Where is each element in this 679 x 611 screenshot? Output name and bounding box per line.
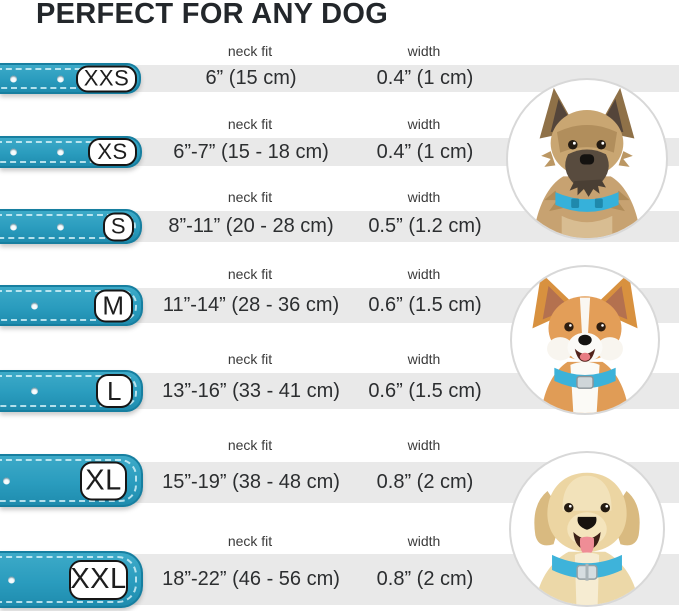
dog-photo-terrier xyxy=(506,78,668,240)
collar-illustration-xxl: XXL xyxy=(0,551,143,608)
collar-illustration-s: S xyxy=(0,209,142,244)
width-value: 0.5” (1.2 cm) xyxy=(368,215,482,237)
neck-fit-value: 11”-14” (28 - 36 cm) xyxy=(162,294,340,316)
collar-hole xyxy=(8,576,15,583)
collar-hole xyxy=(10,148,17,156)
collar-illustration-xxs: XXS xyxy=(0,63,141,94)
size-badge-m: M xyxy=(94,289,133,322)
width-header: width xyxy=(407,116,441,132)
neck-fit-value: 13”-16” (33 - 41 cm) xyxy=(162,380,340,402)
collar-hole xyxy=(10,75,17,82)
neck-fit-header: neck fit xyxy=(227,351,273,367)
neck-fit-header: neck fit xyxy=(227,437,273,453)
width-header: width xyxy=(407,266,441,282)
collar-illustration-xs: XS xyxy=(0,136,142,168)
neck-fit-value: 18”-22” (46 - 56 cm) xyxy=(162,568,340,590)
collar-hole xyxy=(31,387,38,395)
collar-illustration-xl: XL xyxy=(0,454,143,507)
collar-stitching xyxy=(0,375,137,407)
dog-photo-corgi xyxy=(510,265,660,415)
collar-illustration-l: L xyxy=(0,370,143,412)
width-value: 0.8” (2 cm) xyxy=(376,471,474,493)
width-header: width xyxy=(407,43,441,59)
collar-stitching xyxy=(0,290,137,321)
neck-fit-header: neck fit xyxy=(227,189,273,205)
size-badge-xl: XL xyxy=(80,461,127,500)
terrier-illustration xyxy=(533,87,641,238)
page-title: PERFECT FOR ANY DOG xyxy=(36,0,389,30)
corgi-illustration xyxy=(532,272,638,413)
collar-hole xyxy=(3,477,10,484)
size-badge-xs: XS xyxy=(88,138,137,166)
neck-fit-header: neck fit xyxy=(227,533,273,549)
neck-fit-header: neck fit xyxy=(227,43,273,59)
collar-hole xyxy=(57,148,64,156)
width-value: 0.4” (1 cm) xyxy=(376,141,474,163)
collar-stitching xyxy=(0,214,136,239)
labrador-illustration xyxy=(534,472,640,605)
width-header: width xyxy=(407,533,441,549)
size-badge-xxl: XXL xyxy=(69,559,128,600)
neck-fit-value: 15”-19” (38 - 48 cm) xyxy=(162,471,340,493)
width-value: 0.4” (1 cm) xyxy=(376,67,474,89)
size-badge-s: S xyxy=(103,212,134,241)
collar-hole xyxy=(10,223,17,230)
neck-fit-value: 8”-11” (20 - 28 cm) xyxy=(168,215,334,237)
collar-stitching xyxy=(0,556,137,603)
width-value: 0.6” (1.5 cm) xyxy=(368,380,482,402)
size-badge-l: L xyxy=(96,374,133,408)
neck-fit-header: neck fit xyxy=(227,116,273,132)
width-header: width xyxy=(407,437,441,453)
width-header: width xyxy=(407,351,441,367)
collar-hole xyxy=(57,75,64,82)
width-value: 0.8” (2 cm) xyxy=(376,568,474,590)
width-header: width xyxy=(407,189,441,205)
neck-fit-header: neck fit xyxy=(227,266,273,282)
dog-photo-labrador xyxy=(509,451,665,607)
neck-fit-value: 6”-7” (15 - 18 cm) xyxy=(173,141,329,163)
size-badge-xxs: XXS xyxy=(76,65,137,92)
collar-hole xyxy=(57,223,64,230)
width-value: 0.6” (1.5 cm) xyxy=(368,294,482,316)
neck-fit-value: 6” (15 cm) xyxy=(205,67,297,89)
collar-stitching xyxy=(0,459,137,502)
collar-hole xyxy=(31,302,38,309)
collar-illustration-m: M xyxy=(0,285,143,326)
